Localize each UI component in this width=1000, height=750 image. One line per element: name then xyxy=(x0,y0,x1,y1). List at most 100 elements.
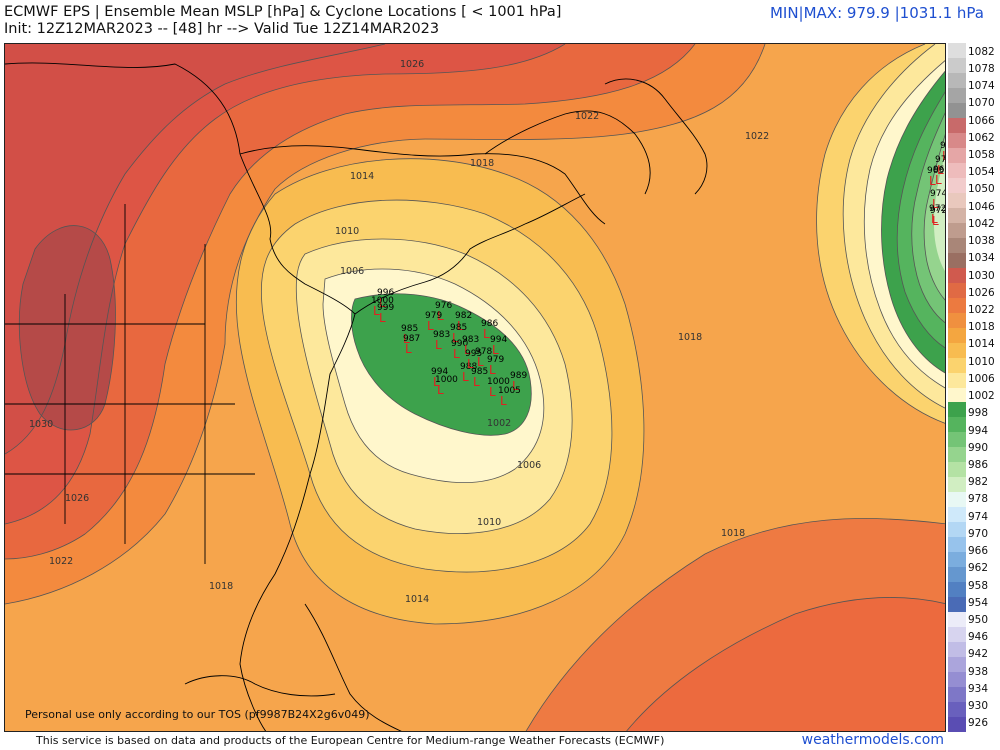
cyclone-pressure-label: 1000 xyxy=(487,377,510,387)
legend-label: 994 xyxy=(968,424,989,437)
legend-label: 982 xyxy=(968,476,989,489)
legend-swatch xyxy=(948,207,966,224)
legend-label: 1062 xyxy=(968,131,995,144)
legend-swatch xyxy=(948,672,966,688)
legend-label: 950 xyxy=(968,614,989,627)
cyclone-pressure-label: 994 xyxy=(431,367,448,377)
legend-label: 1014 xyxy=(968,338,995,351)
legend-swatch xyxy=(948,147,966,164)
chart-title: ECMWF EPS | Ensemble Mean MSLP [hPa] & C… xyxy=(4,4,562,20)
legend-swatch xyxy=(948,702,966,718)
cyclone-pressure-label: 972 xyxy=(929,204,946,214)
cyclone-low-marker: L xyxy=(437,309,444,323)
cyclone-low-marker: L xyxy=(932,197,939,211)
cyclone-low-marker: L xyxy=(512,379,519,393)
legend-swatch xyxy=(948,312,966,329)
cyclone-pressure-label: 989 xyxy=(510,371,527,381)
cyclone-low-marker: L xyxy=(435,338,442,352)
contour-label: 1010 xyxy=(335,226,359,237)
site-link[interactable]: weathermodels.com xyxy=(801,732,944,748)
legend-label: 1006 xyxy=(968,372,995,385)
legend-swatch xyxy=(948,567,966,583)
contour-label: 1022 xyxy=(745,131,769,142)
legend-label: 1010 xyxy=(968,355,995,368)
legend-label: 1046 xyxy=(968,200,995,213)
cyclone-low-marker: L xyxy=(405,342,412,356)
cyclone-low-marker: L xyxy=(932,214,939,228)
legend-swatch xyxy=(948,162,966,179)
cyclone-low-marker: L xyxy=(453,347,460,361)
legend-label: 958 xyxy=(968,579,989,592)
legend-swatch xyxy=(948,417,966,433)
cyclone-low-marker: L xyxy=(473,375,480,389)
cyclone-low-marker: L xyxy=(433,375,440,389)
legend-label: 1002 xyxy=(968,390,995,403)
legend-swatch xyxy=(948,57,966,74)
legend-label: 1066 xyxy=(968,114,995,127)
cyclone-pressure-label: 988 xyxy=(460,362,477,372)
legend-swatch xyxy=(948,447,966,463)
cyclone-low-marker: L xyxy=(483,327,490,341)
cyclone-low-marker: L xyxy=(379,311,386,325)
legend-swatch xyxy=(948,657,966,673)
legend-label: 990 xyxy=(968,441,989,454)
legend-label: 1034 xyxy=(968,252,995,265)
cyclone-pressure-label: 963 xyxy=(927,166,944,176)
legend-label: 1054 xyxy=(968,166,995,179)
cyclone-low-marker: L xyxy=(403,332,410,346)
legend-swatch xyxy=(948,387,966,403)
legend-swatch xyxy=(948,462,966,478)
contour-label: 1022 xyxy=(49,556,73,567)
legend-swatch xyxy=(948,43,966,59)
contour-label: 1018 xyxy=(209,581,233,592)
cyclone-low-marker: L xyxy=(427,319,434,333)
contour-label: 1014 xyxy=(350,171,374,182)
cyclone-pressure-label: 983 xyxy=(462,335,479,345)
cyclone-pressure-label: 972 xyxy=(930,206,946,216)
cyclone-low-marker: L xyxy=(452,331,459,345)
cyclone-pressure-label: 979 xyxy=(425,311,442,321)
legend-label: 970 xyxy=(968,527,989,540)
legend-label: 1026 xyxy=(968,286,995,299)
legend-swatch xyxy=(948,267,966,284)
legend-label: 1042 xyxy=(968,217,995,230)
legend-swatch xyxy=(948,222,966,239)
cyclone-low-marker: L xyxy=(935,173,942,187)
legend-swatch xyxy=(948,687,966,703)
cyclone-pressure-label: 970 xyxy=(940,141,946,151)
cyclone-pressure-label: 987 xyxy=(403,334,420,344)
legend-label: 954 xyxy=(968,596,989,609)
legend-swatch xyxy=(948,102,966,119)
cyclone-low-marker: L xyxy=(373,304,380,318)
legend-label: 1058 xyxy=(968,148,995,161)
legend-label: 946 xyxy=(968,631,989,644)
cyclone-low-marker: L xyxy=(437,383,444,397)
legend-swatch xyxy=(948,297,966,314)
legend-swatch xyxy=(948,402,966,418)
cyclone-low-marker: L xyxy=(492,343,499,357)
legend-swatch xyxy=(948,117,966,134)
cyclone-pressure-label: 1000 xyxy=(435,375,458,385)
cyclone-pressure-label: 994 xyxy=(490,335,507,345)
contour-label: 1030 xyxy=(29,419,53,430)
cyclone-pressure-label: 974 xyxy=(935,155,946,165)
contour-label: 1018 xyxy=(721,528,745,539)
legend-swatch xyxy=(948,327,966,344)
contour-label: 1014 xyxy=(405,594,429,605)
legend-swatch xyxy=(948,192,966,209)
legend-label: 1022 xyxy=(968,303,995,316)
cyclone-pressure-label: 996 xyxy=(377,288,394,298)
cyclone-low-marker: L xyxy=(462,370,469,384)
legend-label: 966 xyxy=(968,545,989,558)
legend-label: 1074 xyxy=(968,80,995,93)
legend-swatch xyxy=(948,477,966,493)
cyclone-pressure-label: 999 xyxy=(377,303,394,313)
contour-label: 1018 xyxy=(470,158,494,169)
legend-label: 986 xyxy=(968,459,989,471)
contour-label: 1026 xyxy=(400,59,424,70)
contour-label: 1006 xyxy=(340,266,364,277)
cyclone-pressure-label: 995 xyxy=(465,349,482,359)
contour-label: 1026 xyxy=(65,493,89,504)
cyclone-low-marker: L xyxy=(942,149,946,163)
cyclone-low-marker: L xyxy=(937,163,944,177)
